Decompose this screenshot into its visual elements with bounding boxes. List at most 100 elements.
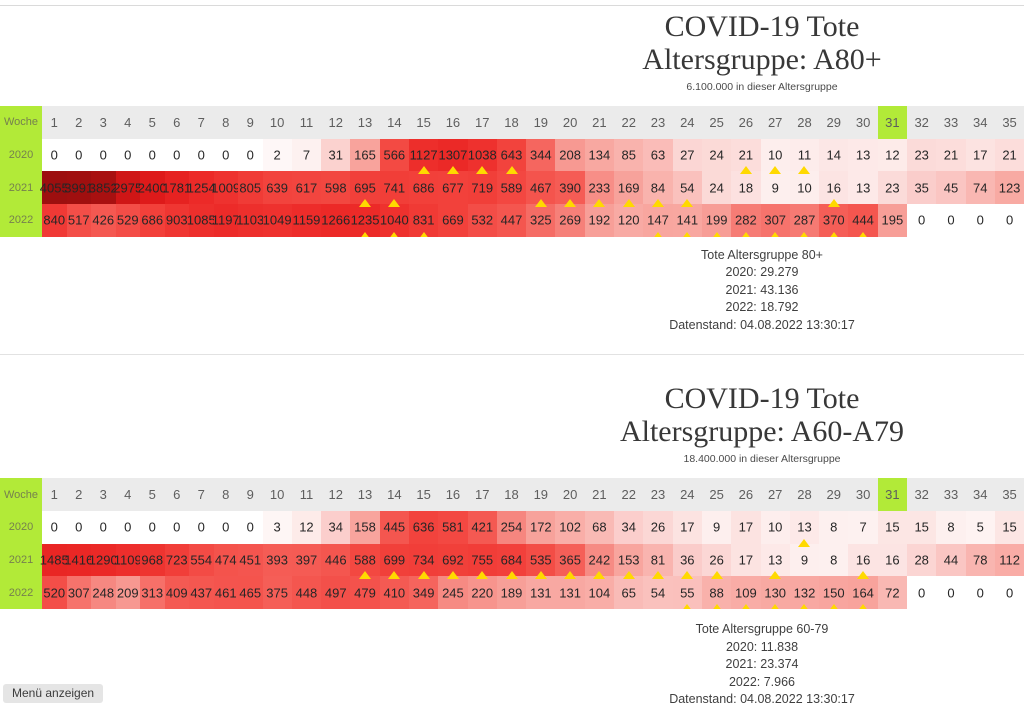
week-header-cell: 25 (701, 478, 732, 511)
heatmap-table: Woche 1 2 3 4 5 6 7 8 9 10 11 12 13 14 15 16 17 18 19 20 21 22… (0, 106, 1024, 237)
heatmap-cell: 17 (731, 543, 761, 577)
cell-value: 45 (943, 180, 959, 196)
triangle-marker-icon (446, 571, 459, 580)
heatmap-cell: 313 (140, 576, 165, 609)
heatmap-cell: 0 (91, 138, 116, 172)
heatmap-cell: 529 (115, 204, 140, 237)
heatmap-cell: 35 (907, 171, 937, 205)
cell-value: 13 (855, 147, 871, 163)
heatmap-cell: 0 (164, 510, 189, 544)
week-header-cell: 9 (238, 106, 263, 139)
cell-value: 426 (92, 212, 115, 228)
heatmap-cell: 0 (189, 510, 214, 544)
triangle-marker-icon (798, 231, 811, 237)
cell-value: 164 (852, 585, 874, 601)
heatmap-cell: 0 (42, 138, 67, 172)
year-label: 2022 (0, 204, 42, 237)
cell-value: 68 (592, 519, 607, 535)
heatmap-cell: 831 (408, 204, 439, 237)
menu-toggle-button[interactable]: Menü anzeigen (3, 684, 104, 703)
cell-value: 1040 (379, 212, 409, 228)
cell-value: 209 (116, 585, 139, 601)
cell-value: 23 (885, 180, 900, 196)
heatmap-cell: 426 (91, 204, 116, 237)
week-header-cell: 16 (438, 478, 468, 511)
cell-value: 643 (500, 147, 523, 163)
cell-value: 10 (797, 180, 812, 196)
triangle-marker-icon (857, 571, 870, 580)
heatmap-cell: 390 (555, 171, 585, 208)
triangle-marker-icon (388, 231, 401, 237)
heatmap-cell: 447 (496, 204, 527, 237)
heatmap-cell: 78 (965, 543, 995, 577)
cell-value: 1307 (438, 147, 468, 163)
heatmap-cell: 54 (672, 171, 702, 208)
cell-value: 245 (442, 585, 464, 601)
heatmap-cell: 36 (672, 543, 702, 580)
heatmap-cell: 0 (965, 576, 995, 609)
current-week-header-cell: 31 (877, 478, 908, 511)
cell-value: 44 (943, 552, 959, 568)
week-header-cell: 5 (140, 478, 165, 511)
cell-value: 55 (680, 585, 695, 601)
week-header-cell: 30 (848, 106, 878, 139)
heatmap-cell: 85 (614, 138, 644, 172)
week-header-cell: 4 (115, 106, 140, 139)
cell-value: 31 (328, 147, 343, 163)
chart-title-line1: COVID-19 Tote (664, 382, 860, 416)
heatmap-cell: 0 (965, 204, 995, 237)
cell-value: 192 (588, 212, 611, 228)
week-header-cell: 30 (848, 478, 878, 511)
triangle-marker-icon (417, 571, 430, 580)
heatmap-cell: 446 (321, 543, 351, 577)
cell-value: 1266 (321, 212, 351, 228)
cell-value: 0 (124, 147, 132, 163)
heatmap-cell: 132 (789, 576, 820, 609)
triangle-marker-icon (798, 538, 811, 547)
cell-value: 365 (559, 552, 581, 568)
cell-value: 123 (998, 180, 1021, 196)
week-header-cell: 20 (555, 478, 585, 511)
week-header-cell: 34 (965, 106, 995, 139)
heatmap-cell: 695 (350, 171, 380, 208)
triangle-marker-icon (359, 199, 372, 208)
cell-value: 9 (800, 552, 809, 568)
triangle-marker-icon (388, 199, 401, 208)
cell-value: 1254 (186, 180, 216, 196)
cell-value: 307 (764, 212, 787, 228)
cell-value: 17 (973, 147, 988, 163)
heatmap-cell: 1040 (379, 204, 409, 237)
triangle-marker-icon (798, 166, 811, 175)
heatmap-cell: 1038 (467, 138, 497, 175)
heatmap-cell: 220 (467, 576, 497, 609)
cell-value: 153 (617, 552, 640, 568)
heatmap-cell: 0 (66, 138, 91, 172)
heatmap-cell: 755 (467, 543, 497, 580)
cell-value: 0 (947, 585, 955, 601)
chart-title-a80plus: COVID-19 Tote Altersgruppe: A80+ (500, 10, 1024, 76)
heatmap-cell: 723 (164, 543, 189, 577)
cell-value: 831 (412, 212, 435, 228)
heatmap-cell: 1254 (186, 171, 216, 205)
summary-heading: Tote Altersgruppe 60-79 (695, 622, 829, 636)
heatmap-row-2020: 2020 0 0 0 0 0 0 0 0 0 2 7 31 165 566 1127 1307 1038 643 34… (0, 138, 1024, 175)
cell-value: 734 (412, 552, 435, 568)
heatmap-cell: 968 (140, 543, 165, 577)
heatmap-cell: 130 (760, 576, 790, 609)
cell-value: 0 (75, 519, 83, 535)
cell-value: 370 (822, 212, 845, 228)
week-header-cell: 4 (115, 478, 140, 511)
cell-value: 1290 (88, 552, 118, 568)
heatmap-cell: 120 (614, 204, 644, 237)
heatmap-cell: 0 (115, 138, 140, 172)
chart-subtitle: 6.100.000 in dieser Altersgruppe (686, 81, 838, 93)
heatmap-cell: 1159 (291, 204, 322, 237)
heatmap-cell: 192 (584, 204, 615, 237)
heatmap-cell: 72 (877, 576, 908, 609)
cell-value: 13 (767, 552, 783, 568)
week-header-cell: 11 (291, 478, 322, 511)
triangle-marker-icon (505, 166, 518, 175)
heatmap-cell: 165 (350, 138, 380, 172)
heatmap-cell: 903 (164, 204, 189, 237)
cell-value: 26 (709, 552, 724, 568)
